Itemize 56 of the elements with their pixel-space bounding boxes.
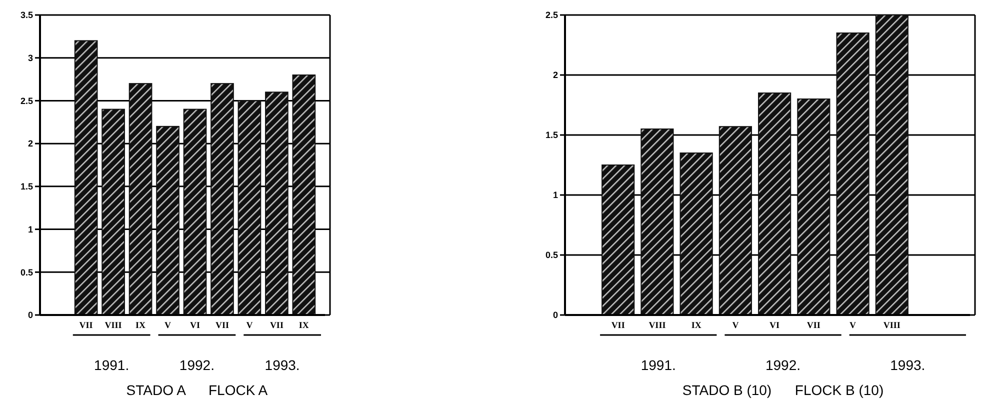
bar — [128, 83, 152, 316]
bar — [102, 108, 125, 316]
text: 1992. — [179, 357, 214, 373]
y-tick-label: 2 — [552, 70, 558, 80]
bar — [156, 126, 180, 316]
bar — [265, 92, 288, 316]
y-tick-label: 2.5 — [20, 96, 33, 106]
text: 1991. — [94, 357, 130, 373]
text: 1993. — [264, 357, 300, 373]
y-tick-label: 0.5 — [20, 267, 33, 278]
x-tick-label: VII — [270, 320, 284, 330]
x-tick-label: V — [732, 320, 740, 330]
bar — [875, 14, 908, 316]
y-tick-label: 3.5 — [20, 10, 33, 20]
y-tick-label: 0 — [552, 310, 558, 320]
bar — [718, 126, 752, 316]
bar — [680, 152, 713, 316]
bar — [238, 100, 262, 316]
x-tick-label: IX — [691, 320, 702, 330]
text: 1991. — [640, 357, 676, 373]
bar — [210, 83, 234, 316]
x-tick-label: IX — [298, 320, 310, 330]
y-tick-label: 1.5 — [545, 130, 558, 140]
x-axis-title: STADO B (10) FLOCK B (10) — [682, 382, 884, 398]
x-tick-label: V — [164, 320, 172, 330]
bar — [183, 108, 207, 316]
x-axis-title: STADO A FLOCK A — [126, 382, 268, 398]
x-tick-label: V — [246, 320, 254, 330]
y-tick-label: 1 — [552, 190, 558, 200]
text: 1993. — [890, 357, 926, 373]
bar — [292, 74, 316, 316]
y-tick-label: 0.5 — [545, 250, 558, 260]
y-tick-label: 2.5 — [545, 10, 558, 20]
x-tick-label: VIII — [883, 320, 901, 330]
bar — [758, 92, 792, 316]
bar — [74, 40, 98, 316]
x-tick-label: IX — [136, 320, 146, 330]
y-tick-label: 0 — [28, 310, 33, 320]
bar — [602, 164, 635, 316]
y-tick-label: 1.5 — [20, 182, 33, 192]
x-tick-label: VII — [215, 320, 230, 330]
x-tick-label: VI — [190, 320, 200, 330]
y-tick-label: 3 — [28, 53, 33, 64]
x-tick-label: VII — [79, 320, 94, 330]
x-tick-label: VIII — [104, 320, 122, 330]
bar — [797, 98, 830, 316]
x-tick-label: V — [850, 320, 857, 330]
y-tick-label: 2 — [28, 138, 33, 149]
x-tick-label: VIII — [648, 320, 666, 330]
y-tick-label: 1 — [28, 224, 33, 234]
x-tick-label: VII — [611, 320, 626, 330]
bar — [836, 32, 870, 316]
x-tick-label: VI — [770, 320, 780, 330]
bar — [640, 128, 674, 316]
x-tick-label: VII — [806, 320, 821, 330]
text: 1992. — [765, 357, 801, 373]
